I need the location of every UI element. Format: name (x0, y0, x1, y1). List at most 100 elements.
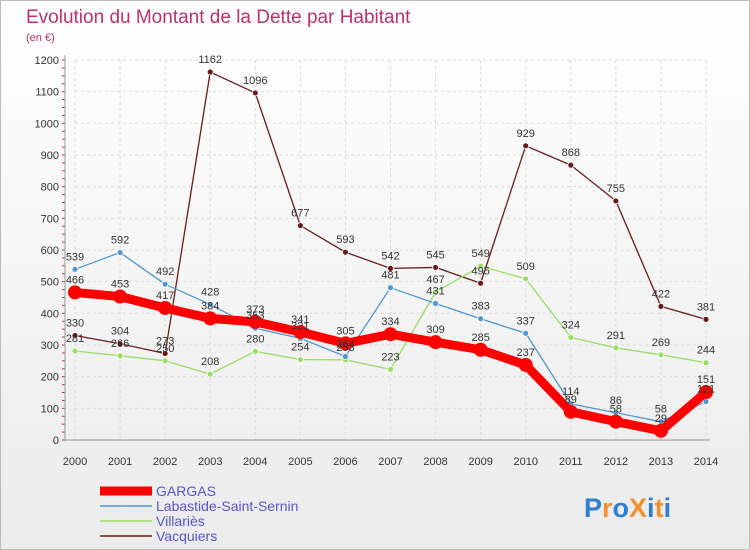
data-point (296, 356, 304, 363)
x-tick-label: 2001 (108, 456, 132, 468)
data-label: 254 (291, 342, 309, 354)
data-label: 929 (517, 128, 535, 140)
data-label: 285 (471, 332, 489, 344)
data-label: 453 (111, 279, 129, 291)
y-tick-label: 300 (41, 340, 59, 352)
data-label: 304 (111, 326, 129, 338)
data-point (522, 142, 530, 150)
data-point (477, 315, 485, 323)
data-label: 273 (156, 336, 174, 348)
data-label: 431 (426, 286, 444, 298)
y-tick-label: 0 (53, 435, 59, 447)
data-point (567, 333, 575, 341)
data-label: 467 (426, 274, 444, 286)
data-label: 428 (201, 286, 219, 298)
data-point (206, 370, 214, 378)
data-label: 114 (562, 386, 580, 398)
data-label: 509 (517, 261, 535, 273)
x-tick-label: 2013 (649, 456, 673, 468)
x-tick-label: 2014 (694, 456, 718, 468)
data-point (206, 301, 214, 308)
data-label: 677 (291, 208, 309, 220)
data-point (567, 161, 575, 169)
data-point (161, 280, 169, 288)
data-label: 89 (565, 394, 577, 406)
data-point (158, 300, 173, 315)
data-label: 291 (607, 330, 625, 342)
data-point (387, 284, 394, 292)
x-tick-label: 2004 (243, 456, 267, 468)
data-label: 58 (655, 404, 667, 416)
data-label: 545 (426, 249, 444, 261)
data-point (383, 327, 398, 342)
y-tick-label: 100 (41, 403, 59, 415)
data-point (387, 264, 394, 272)
data-label: 253 (336, 342, 354, 354)
data-point (522, 275, 530, 283)
data-point (699, 385, 713, 400)
data-point (71, 265, 79, 273)
y-tick-label: 800 (41, 182, 59, 194)
data-label: 868 (562, 147, 580, 159)
legend: GARGASLabastide-Saint-SerninVillarièsVac… (100, 483, 298, 544)
chart-subtitle: (en €) (26, 32, 55, 44)
data-label: 755 (607, 183, 625, 195)
chart-title: Evolution du Montant de la Dette par Hab… (26, 7, 411, 28)
legend-label: Villariès (156, 513, 205, 529)
data-point (293, 325, 308, 340)
y-tick-label: 500 (41, 277, 59, 289)
y-tick-label: 700 (41, 213, 59, 225)
data-label: 1162 (198, 54, 222, 66)
data-point (653, 423, 668, 438)
data-label: 266 (111, 338, 129, 350)
x-tick-label: 2007 (378, 456, 402, 468)
axes: 0 100 200 300 400 500 600 700 800 900 1000 1100 1200… (35, 55, 718, 468)
data-label: 269 (652, 337, 670, 349)
legend-label: Labastide-Saint-Sernin (156, 498, 298, 514)
data-label: 384 (201, 300, 219, 312)
x-tick-label: 2011 (559, 456, 583, 468)
data-label: 237 (517, 347, 535, 359)
data-point (563, 404, 578, 419)
x-tick-label: 2002 (153, 456, 177, 468)
proxiti-logo-text: ProXiti (584, 493, 671, 523)
data-point (116, 352, 124, 360)
data-point (657, 351, 665, 359)
data-label: 281 (66, 333, 84, 345)
y-tick-label: 900 (41, 150, 59, 162)
data-point (432, 300, 439, 307)
data-point (251, 347, 259, 355)
data-point (473, 342, 488, 357)
y-tick-label: 400 (41, 308, 59, 320)
data-point (251, 89, 259, 97)
x-tick-label: 2008 (423, 456, 447, 468)
data-label: 208 (201, 356, 219, 368)
data-label: 250 (156, 343, 174, 355)
data-point (203, 311, 218, 326)
data-label: 539 (66, 251, 84, 263)
data-label: 373 (246, 304, 264, 316)
data-point (702, 359, 710, 367)
data-point (342, 248, 349, 256)
data-label: 542 (381, 250, 399, 262)
x-tick-label: 2000 (63, 456, 87, 468)
data-label: 1096 (243, 75, 267, 87)
data-point (71, 347, 79, 355)
data-point (608, 414, 623, 429)
y-tick-label: 1000 (35, 118, 59, 130)
data-point (612, 344, 620, 352)
data-label: 244 (697, 345, 715, 357)
data-label: 223 (381, 351, 399, 363)
data-point (387, 365, 394, 373)
data-label: 593 (336, 234, 354, 246)
data-label: 334 (381, 316, 399, 328)
data-label: 29 (655, 413, 667, 425)
data-point (432, 288, 439, 296)
data-label: 341 (291, 314, 309, 326)
data-label: 353 (246, 310, 264, 322)
data-label: 280 (246, 333, 264, 345)
data-point (518, 357, 533, 372)
data-point (432, 264, 439, 271)
